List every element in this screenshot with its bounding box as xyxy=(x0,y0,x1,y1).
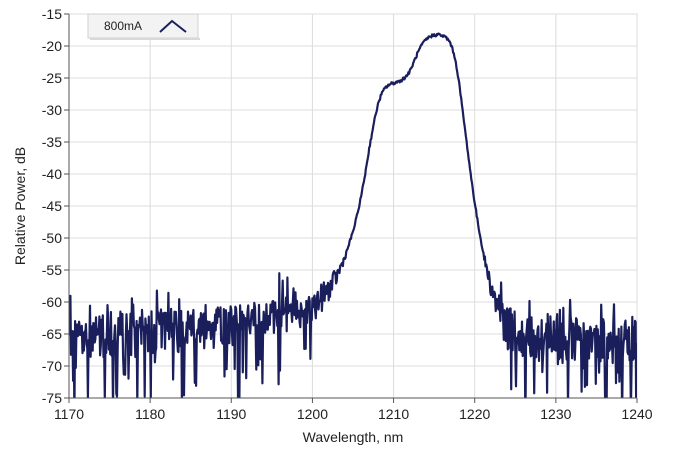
x-axis-title: Wavelength, nm xyxy=(303,429,404,445)
y-tick-label: -75 xyxy=(42,390,62,406)
series-line-0 xyxy=(69,32,637,398)
series-layer xyxy=(69,32,637,398)
x-tick-label: 1240 xyxy=(621,406,652,422)
y-tick-label: -40 xyxy=(42,166,62,182)
y-tick-label: -25 xyxy=(42,70,62,86)
x-tick-label: 1210 xyxy=(378,406,409,422)
y-tick-label: -60 xyxy=(42,294,62,310)
y-tick-label: -20 xyxy=(42,38,62,54)
x-tick-label: 1190 xyxy=(216,406,246,422)
x-tick-label: 1180 xyxy=(135,406,165,422)
x-tick-label: 1220 xyxy=(459,406,490,422)
y-tick-label: -30 xyxy=(42,102,62,118)
y-axis-title: Relative Power, dB xyxy=(12,147,28,265)
legend-shadow xyxy=(90,38,200,40)
x-tick-label: 1200 xyxy=(297,406,328,422)
y-tick-label: -55 xyxy=(42,262,62,278)
legend-label: 800mA xyxy=(104,19,142,33)
y-tick-label: -65 xyxy=(42,326,62,342)
y-tick-label: -50 xyxy=(42,230,62,246)
legend: 800mA xyxy=(87,13,200,40)
x-tick-label: 1230 xyxy=(540,406,571,422)
y-tick-label: -15 xyxy=(42,6,62,22)
x-tick-label: 1170 xyxy=(54,406,84,422)
y-tick-label: -70 xyxy=(42,358,62,374)
y-tick-label: -45 xyxy=(42,198,62,214)
y-tick-label: -35 xyxy=(42,134,62,150)
axes: 1170 1180 1190 1200 1210 1220 1230 1240 -15 -20 -2… xyxy=(42,6,653,422)
legend-line-icon xyxy=(159,19,187,33)
